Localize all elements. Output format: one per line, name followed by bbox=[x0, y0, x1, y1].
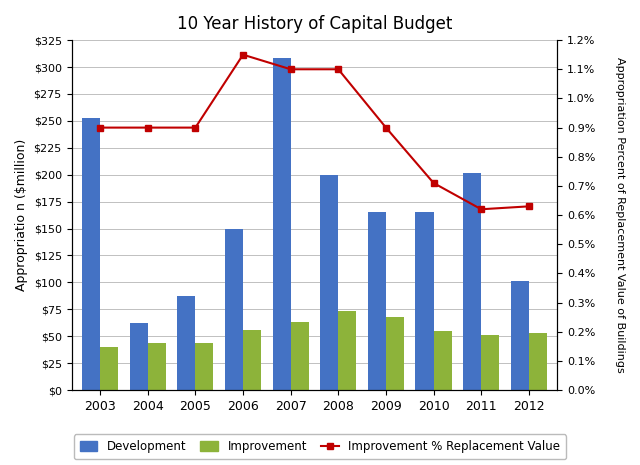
Improvement % Replacement Value bbox=[477, 206, 485, 212]
Bar bbox=[243, 330, 261, 390]
Bar bbox=[273, 59, 291, 390]
Legend: Development, Improvement, Improvement % Replacement Value: Development, Improvement, Improvement % … bbox=[74, 434, 566, 459]
Bar bbox=[529, 333, 547, 390]
Improvement % Replacement Value bbox=[144, 125, 152, 130]
Improvement % Replacement Value bbox=[335, 66, 342, 72]
Bar bbox=[368, 213, 386, 390]
Bar bbox=[195, 343, 214, 390]
Improvement % Replacement Value bbox=[525, 204, 532, 209]
Bar bbox=[386, 317, 404, 390]
Bar bbox=[291, 322, 308, 390]
Bar bbox=[225, 229, 243, 390]
Improvement % Replacement Value bbox=[96, 125, 104, 130]
Bar bbox=[130, 323, 148, 390]
Improvement % Replacement Value bbox=[382, 125, 390, 130]
Bar bbox=[339, 312, 356, 390]
Y-axis label: Appropriation Percent of Replacement Value of Buildings: Appropriation Percent of Replacement Val… bbox=[615, 57, 625, 373]
Bar bbox=[100, 347, 118, 390]
Bar bbox=[481, 335, 499, 390]
Bar bbox=[511, 281, 529, 390]
Improvement % Replacement Value bbox=[239, 52, 247, 58]
Improvement % Replacement Value bbox=[287, 66, 294, 72]
Bar bbox=[320, 175, 339, 390]
Line: Improvement % Replacement Value: Improvement % Replacement Value bbox=[97, 52, 532, 212]
Bar bbox=[177, 296, 195, 390]
Title: 10 Year History of Capital Budget: 10 Year History of Capital Budget bbox=[177, 15, 452, 33]
Bar bbox=[148, 343, 166, 390]
Bar bbox=[463, 173, 481, 390]
Improvement % Replacement Value bbox=[191, 125, 199, 130]
Bar bbox=[82, 118, 100, 390]
Y-axis label: Appropriatio n ($million): Appropriatio n ($million) bbox=[15, 139, 28, 291]
Improvement % Replacement Value bbox=[429, 180, 437, 186]
Bar bbox=[415, 213, 433, 390]
Bar bbox=[433, 331, 452, 390]
